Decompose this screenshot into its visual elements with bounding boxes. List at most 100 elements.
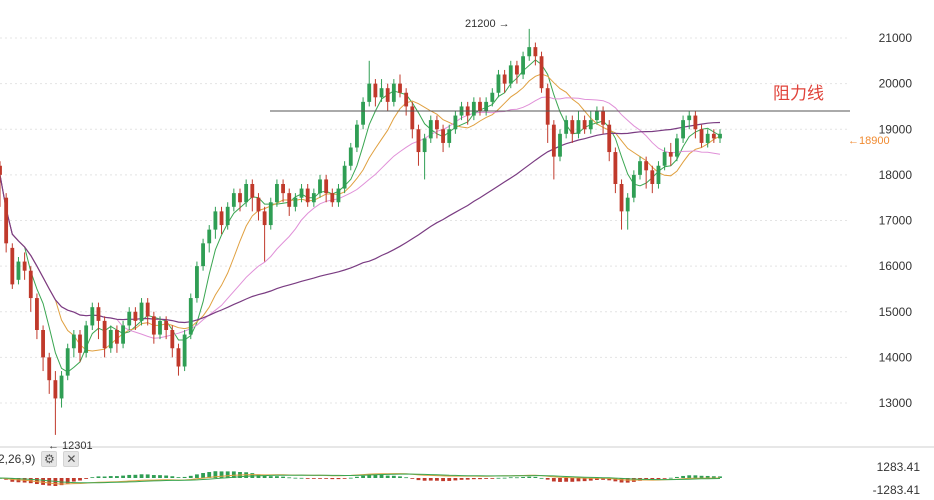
candle-body [16,261,21,280]
candle-body [262,211,267,226]
macd-bar [416,478,421,481]
candle-body [133,311,138,321]
y-tick-label: 18000 [879,168,913,182]
macd-bar [687,475,692,478]
candle-body [28,270,33,299]
candle-body [164,320,169,330]
macd-bar [41,478,45,485]
macd-bar [508,477,513,479]
macd-bar [348,477,353,479]
candle-body [699,129,704,143]
candle-body [545,88,550,125]
candle-body [108,330,113,349]
candle-body [471,101,476,116]
candle-body [607,124,612,153]
candle-body [539,56,544,89]
candle-body [416,129,421,153]
candle-body [428,120,433,139]
candle-body [238,193,242,203]
macd-bar [361,475,365,478]
macd-bar [96,476,101,478]
y-tick-label: 16000 [879,259,913,273]
candle-body [656,165,661,184]
candle-body [533,47,538,57]
ma10-line [0,73,721,352]
macd-bar [675,476,679,478]
candle-body [625,197,630,212]
macd-min-label: -1283.41 [873,483,921,497]
macd-bar [699,475,704,478]
macd-bar [484,478,489,479]
macd-bar [558,478,562,482]
candle-body [176,348,181,367]
candle-body [638,161,642,175]
low-label: ← 12301 [48,440,93,452]
candle-body [422,138,427,153]
macd-bar [576,478,581,482]
macd-bar [521,477,525,478]
macd-bar [145,474,150,478]
macd-bar [108,476,113,478]
macd-bar [127,474,132,478]
candle-body [588,120,593,130]
macd-bar [471,478,476,480]
macd-bar [115,476,119,478]
current-price-label: ←18900 [848,135,890,147]
macd-bar [158,475,162,478]
candle-body [299,188,304,198]
macd-bar [367,474,372,478]
candle-body [361,101,365,125]
macd-bar [527,476,532,478]
candle-body [453,115,458,130]
candle-body [681,120,685,139]
macd-bar [478,478,482,480]
candle-body [508,65,513,84]
macd-bar [650,478,655,480]
candle-body [336,188,341,203]
y-tick-label: 17000 [879,214,913,228]
macd-bar [379,474,384,478]
macd-bar [404,477,409,479]
candle-body [367,83,372,102]
gear-icon[interactable]: ⚙ [41,451,58,467]
macd-bar [201,473,205,478]
candle-body [502,74,507,84]
candle-body [478,101,482,111]
candles [0,28,722,435]
candle-body [268,202,273,226]
macd-bar [453,478,458,481]
candle-body [78,334,82,353]
macd-bar [459,478,464,480]
candle-body [35,298,39,330]
candle-body [527,47,532,57]
candle-body [41,330,45,358]
candle-body [373,83,378,98]
candle-body [558,133,562,157]
macd-bar [551,478,556,482]
macd-bar [182,476,187,478]
macd-indicator-bar: 2,26,9) ⚙ ✕ [0,450,80,468]
macd-bar [176,477,181,478]
macd-bar [262,475,267,478]
macd-bar [47,478,52,486]
candle-body [170,330,175,349]
macd-bar [53,478,58,486]
macd-bar [71,478,76,482]
y-tick-label: 19000 [879,122,913,136]
macd-dea-line [0,473,721,484]
candle-body [391,83,396,102]
macd-bar [299,477,304,479]
close-icon[interactable]: ✕ [63,451,80,467]
candle-body [225,206,230,226]
candle-body [379,88,384,98]
macd-bar [188,475,193,478]
candle-body [121,325,125,344]
macd-bar [342,478,347,479]
candle-body [330,193,335,203]
candle-body [613,152,618,184]
candle-body [342,165,347,189]
macd-bar [219,471,224,478]
macd-bar [275,476,279,478]
candle-body [96,307,101,321]
candle-body [668,152,673,157]
